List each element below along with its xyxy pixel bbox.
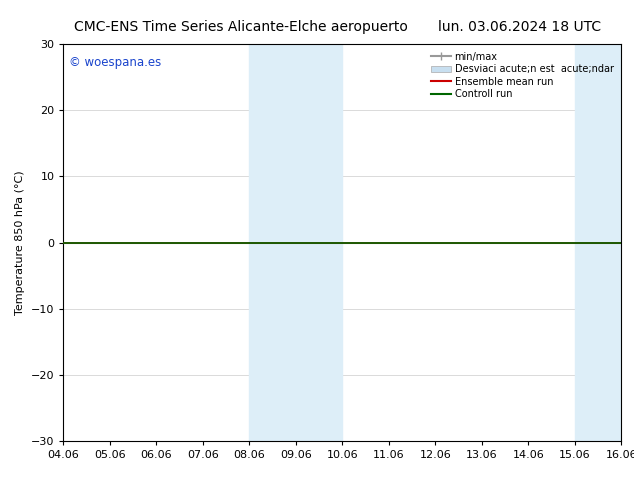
Bar	[249, 44, 296, 441]
Text: lun. 03.06.2024 18 UTC: lun. 03.06.2024 18 UTC	[438, 20, 602, 34]
Bar	[575, 44, 621, 441]
Y-axis label: Temperature 850 hPa (°C): Temperature 850 hPa (°C)	[15, 170, 25, 315]
Bar	[296, 44, 342, 441]
Text: © woespana.es: © woespana.es	[69, 56, 161, 69]
Text: CMC-ENS Time Series Alicante-Elche aeropuerto: CMC-ENS Time Series Alicante-Elche aerop…	[74, 20, 408, 34]
Legend: min/max, Desviaci acute;n est  acute;ndar, Ensemble mean run, Controll run: min/max, Desviaci acute;n est acute;ndar…	[429, 49, 616, 102]
